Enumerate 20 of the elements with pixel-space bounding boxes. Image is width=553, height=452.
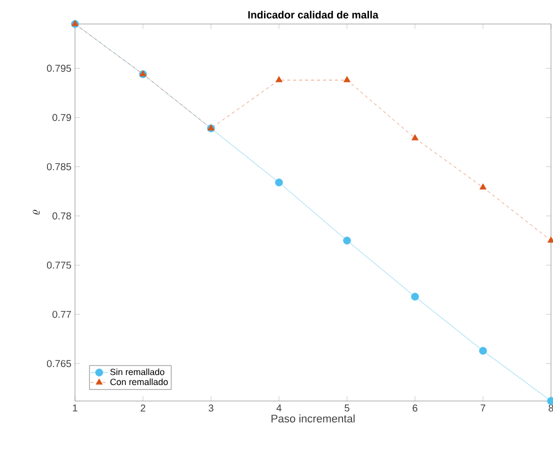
y-tick-label: 0.785 xyxy=(46,163,72,170)
x-tick-label: 8 xyxy=(548,404,553,412)
y-tick-label: 0.79 xyxy=(52,114,72,122)
y-tick-label: 0.78 xyxy=(52,212,72,220)
x-tick-label: 6 xyxy=(412,404,418,412)
y-tick-label: 0.765 xyxy=(46,360,72,368)
x-tick-label: 3 xyxy=(208,404,214,412)
x-tick-label: 2 xyxy=(140,404,146,412)
x-tick-label: 1 xyxy=(72,404,78,412)
x-tick-label: 5 xyxy=(344,404,350,412)
legend-label: Con remallado xyxy=(110,378,168,386)
y-tick-label: 0.775 xyxy=(46,262,72,269)
y-tick-label: 0.795 xyxy=(46,64,72,72)
legend-label: Sin remallado xyxy=(110,368,164,376)
y-axis-title: $\varrho$ xyxy=(32,210,40,215)
x-tick-label: 7 xyxy=(480,404,486,412)
x-tick-label: 4 xyxy=(276,404,282,412)
chart-title: Indicador calidad de malla xyxy=(248,10,378,19)
y-tick-label: 0.77 xyxy=(52,310,71,318)
x-axis-title: Paso incremental xyxy=(272,414,355,422)
